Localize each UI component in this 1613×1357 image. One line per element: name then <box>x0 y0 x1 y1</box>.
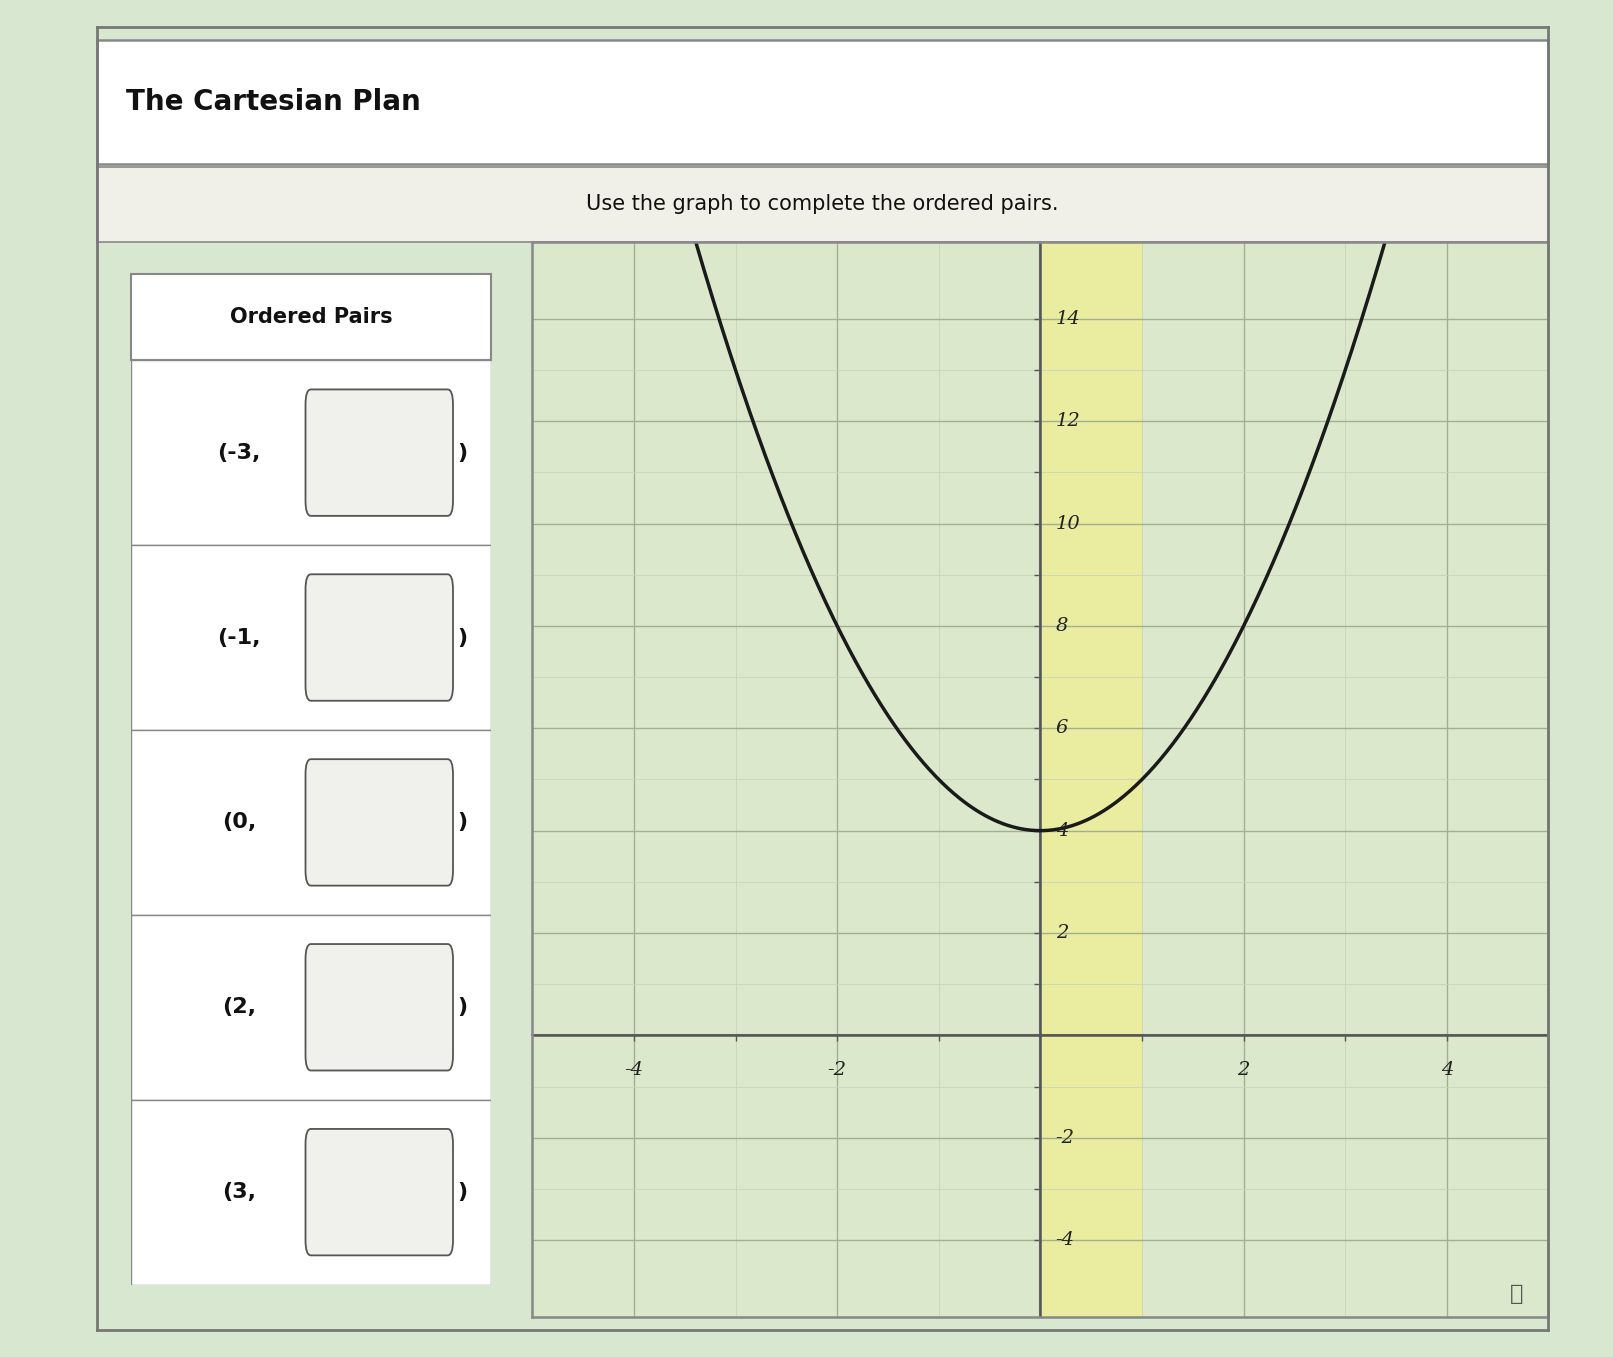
Text: 8: 8 <box>1055 617 1068 635</box>
FancyBboxPatch shape <box>305 1129 453 1255</box>
FancyBboxPatch shape <box>131 730 490 915</box>
Text: (-1,: (-1, <box>218 627 261 647</box>
Text: ): ) <box>456 813 468 832</box>
Bar <box>1040 242 1142 1316</box>
Text: -4: -4 <box>1055 1231 1074 1248</box>
Text: The Cartesian Plan: The Cartesian Plan <box>126 88 421 117</box>
Text: 2: 2 <box>1055 924 1068 942</box>
Text: -2: -2 <box>827 1061 847 1079</box>
FancyBboxPatch shape <box>305 944 453 1071</box>
Text: Use the graph to complete the ordered pairs.: Use the graph to complete the ordered pa… <box>587 194 1058 214</box>
FancyBboxPatch shape <box>131 1099 490 1285</box>
Text: (0,: (0, <box>223 813 256 832</box>
Text: ⌕: ⌕ <box>1510 1284 1523 1304</box>
Text: (2,: (2, <box>223 997 256 1018</box>
Text: Ordered Pairs: Ordered Pairs <box>229 307 392 327</box>
Text: ): ) <box>456 1182 468 1202</box>
FancyBboxPatch shape <box>131 360 490 546</box>
Text: 14: 14 <box>1055 309 1081 328</box>
Text: 4: 4 <box>1055 821 1068 840</box>
FancyBboxPatch shape <box>305 759 453 886</box>
Text: (-3,: (-3, <box>218 442 261 463</box>
FancyBboxPatch shape <box>131 546 490 730</box>
FancyBboxPatch shape <box>131 915 490 1099</box>
Text: ): ) <box>456 442 468 463</box>
Text: -2: -2 <box>1055 1129 1074 1147</box>
FancyBboxPatch shape <box>305 574 453 700</box>
Text: 4: 4 <box>1440 1061 1453 1079</box>
Text: ): ) <box>456 627 468 647</box>
Text: ): ) <box>456 997 468 1018</box>
Text: (3,: (3, <box>223 1182 256 1202</box>
FancyBboxPatch shape <box>131 274 490 360</box>
Text: 10: 10 <box>1055 514 1081 532</box>
Text: -4: -4 <box>624 1061 644 1079</box>
FancyBboxPatch shape <box>305 389 453 516</box>
Text: 12: 12 <box>1055 413 1081 430</box>
Text: 6: 6 <box>1055 719 1068 737</box>
Text: 2: 2 <box>1237 1061 1250 1079</box>
